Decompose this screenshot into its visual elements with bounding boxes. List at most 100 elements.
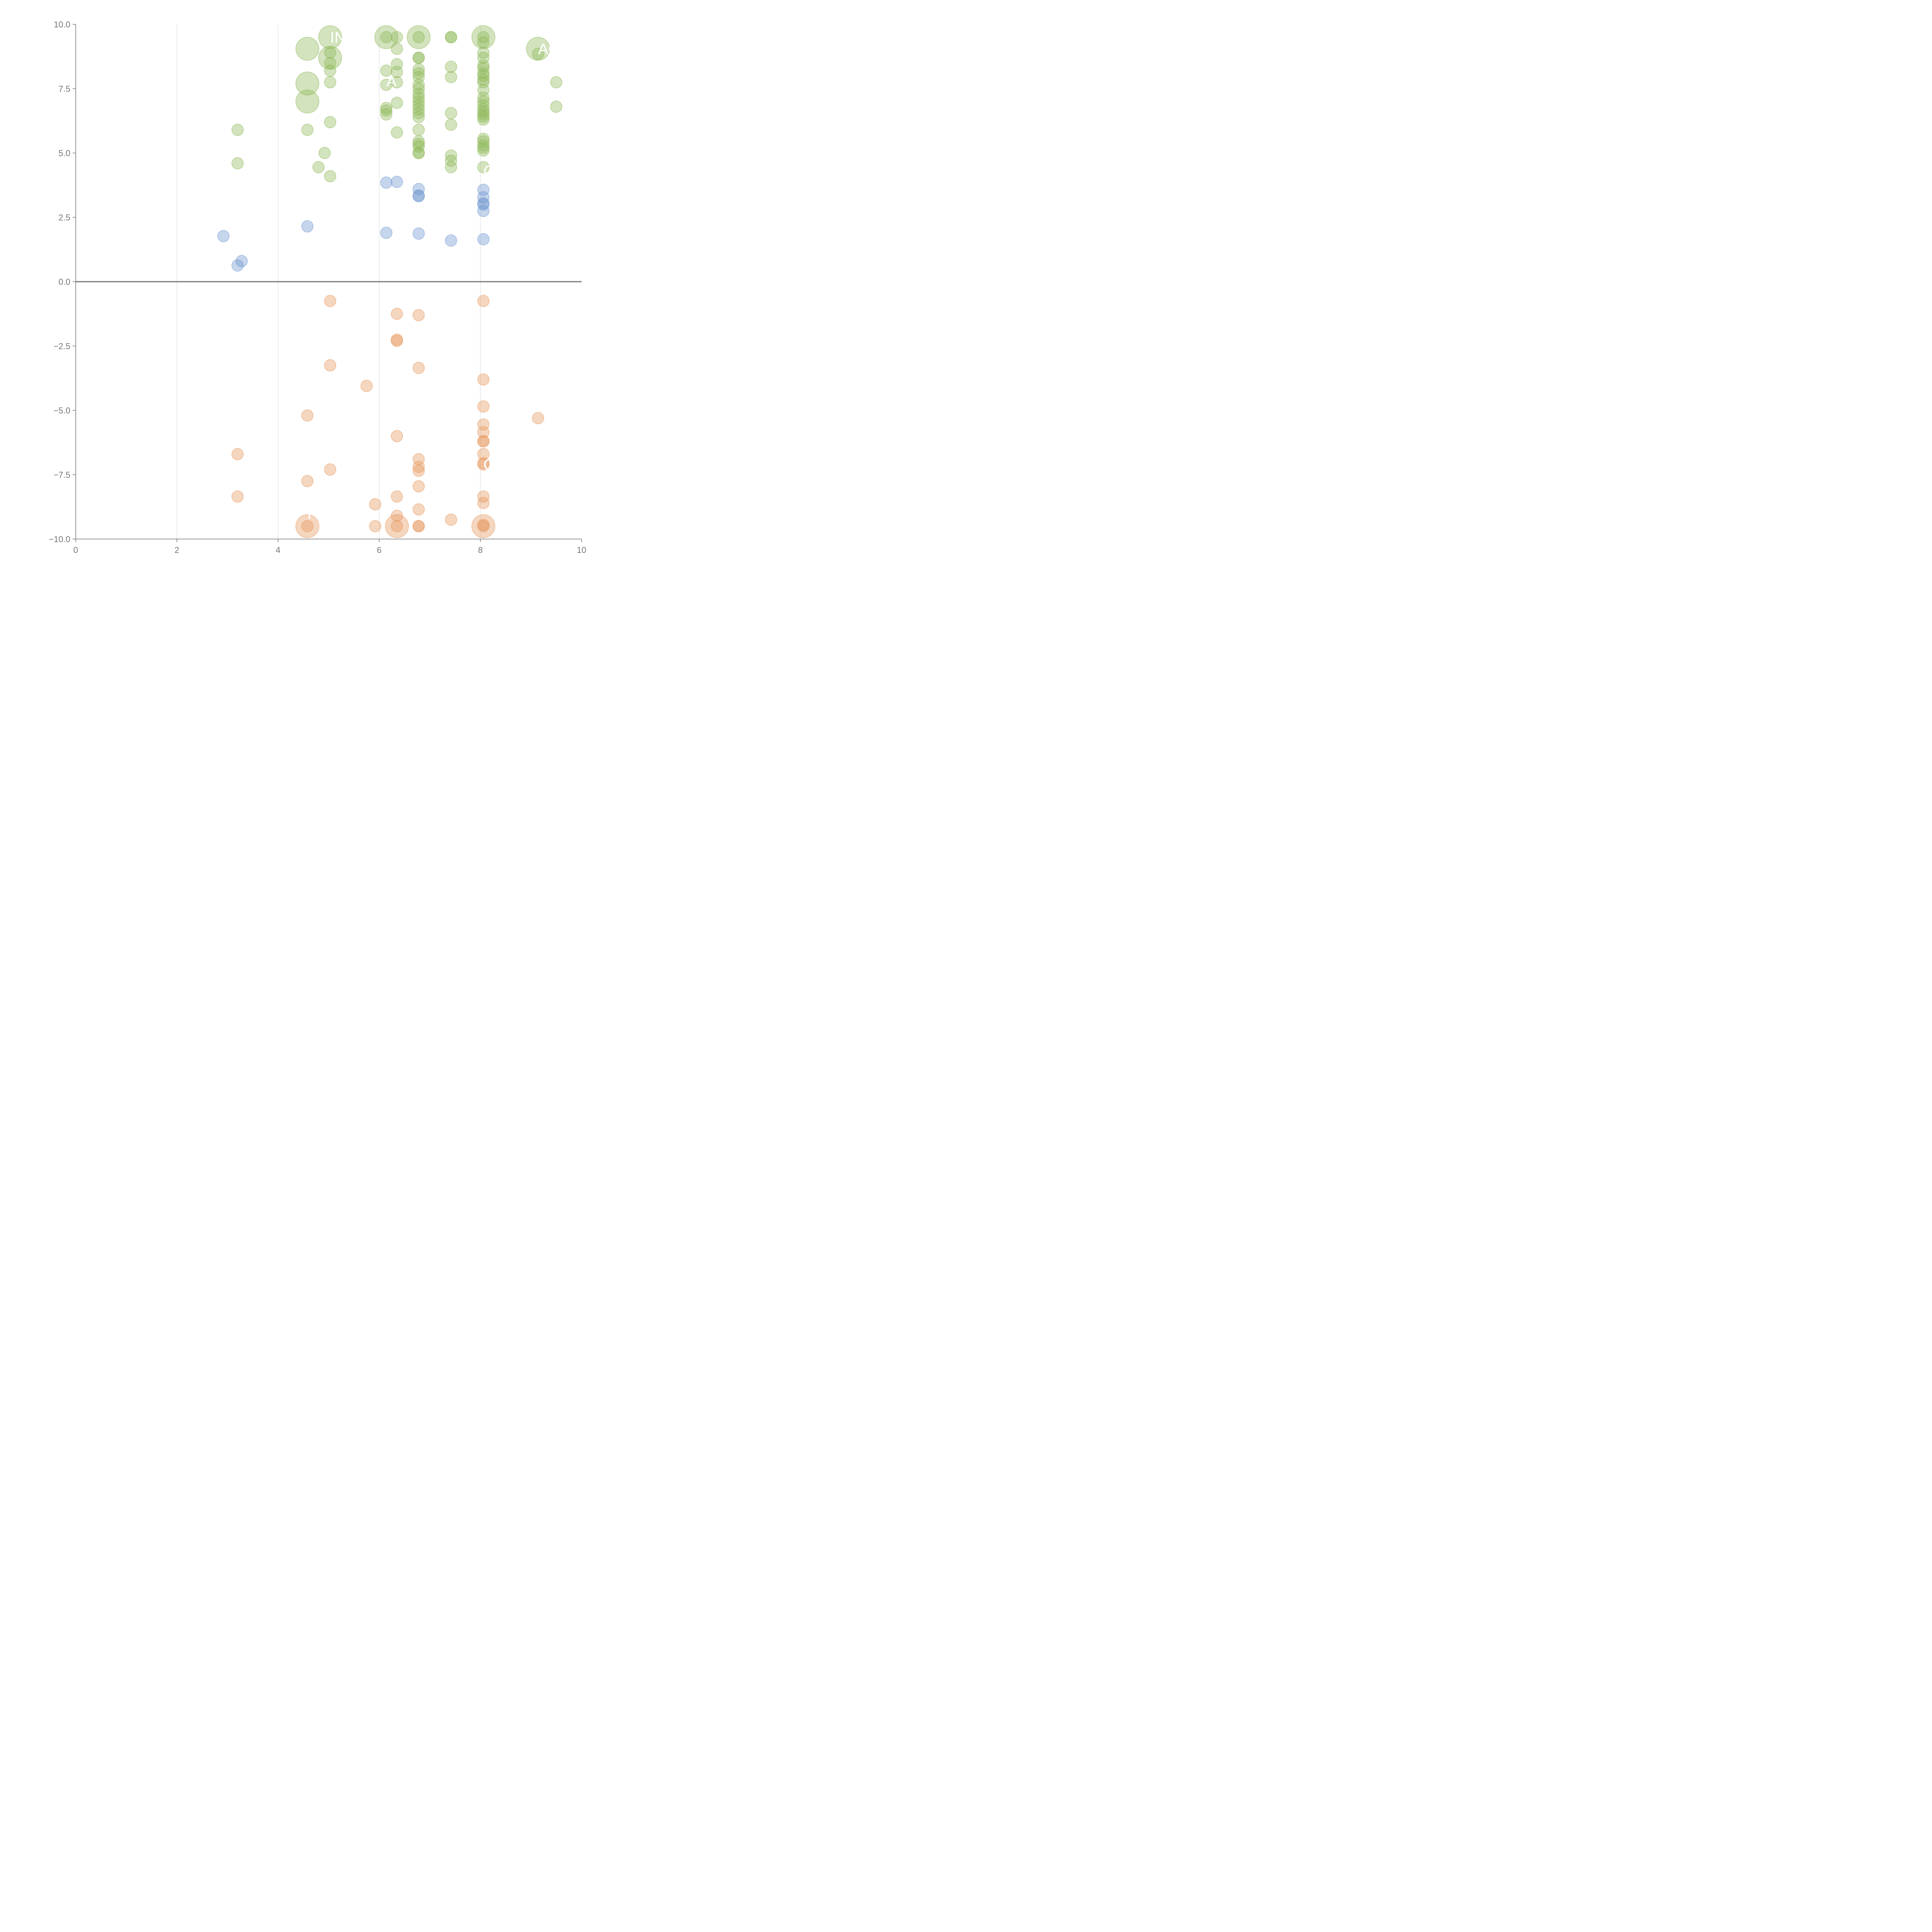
data-point xyxy=(412,31,425,44)
data-point xyxy=(477,139,490,151)
data-point xyxy=(477,184,490,196)
annotations: IN A ACA C C P xyxy=(308,29,570,522)
data-point xyxy=(324,295,337,307)
data-point xyxy=(295,90,320,114)
data-point xyxy=(445,107,457,119)
data-point xyxy=(391,175,403,188)
data-point xyxy=(412,138,425,150)
data-point xyxy=(445,118,457,131)
data-points xyxy=(217,25,563,538)
data-point xyxy=(477,70,490,82)
data-point xyxy=(391,66,403,78)
x-tick-label: 0 xyxy=(73,545,78,555)
x-tick-label: 4 xyxy=(276,545,280,555)
data-point xyxy=(412,107,425,119)
data-point xyxy=(445,61,457,73)
data-point xyxy=(445,155,457,167)
data-point xyxy=(477,519,490,531)
data-point xyxy=(301,124,314,136)
data-point xyxy=(477,113,490,126)
data-point xyxy=(324,170,337,182)
data-point xyxy=(445,31,457,44)
data-point xyxy=(324,76,337,88)
data-point xyxy=(391,430,403,442)
data-point xyxy=(412,82,425,95)
data-point xyxy=(369,498,381,510)
data-point xyxy=(532,48,544,60)
data-point xyxy=(301,520,314,532)
data-point xyxy=(477,435,490,447)
data-point xyxy=(380,102,393,114)
data-point xyxy=(412,227,425,240)
tick-labels: 0 2 4 6 8 10 10.0 7.5 5.0 2.5 0.0 −2.5 −5.0 −7.5 −10.0 xyxy=(49,20,586,555)
data-point xyxy=(380,108,393,121)
data-point xyxy=(412,362,425,374)
data-point xyxy=(477,373,490,386)
y-tick-label: 5.0 xyxy=(58,148,70,158)
data-point xyxy=(301,220,314,233)
data-point xyxy=(412,124,425,136)
data-point xyxy=(412,520,425,532)
data-point xyxy=(217,230,230,242)
data-point xyxy=(477,36,490,49)
data-point xyxy=(445,514,457,526)
annotation-label: C xyxy=(483,163,495,180)
data-point xyxy=(477,161,490,173)
data-point xyxy=(477,31,490,44)
data-point xyxy=(477,400,490,413)
data-point xyxy=(391,126,403,139)
data-point xyxy=(324,65,337,77)
data-point xyxy=(412,461,425,473)
data-point xyxy=(477,426,490,439)
data-point xyxy=(412,111,425,123)
y-tick-label: 7.5 xyxy=(58,84,70,94)
data-point xyxy=(477,135,490,148)
data-point xyxy=(374,25,398,49)
data-point xyxy=(412,480,425,493)
data-point xyxy=(369,520,381,532)
data-point xyxy=(360,379,373,392)
data-point xyxy=(301,409,314,422)
data-point xyxy=(295,37,320,61)
data-point xyxy=(471,514,495,538)
annotation-label: A xyxy=(386,73,397,90)
data-point xyxy=(477,448,490,460)
data-point xyxy=(391,308,403,320)
y-tick-label: 0.0 xyxy=(58,277,70,287)
data-point xyxy=(477,497,490,509)
annotation-label: ACA xyxy=(538,41,570,58)
data-point xyxy=(312,161,325,173)
data-point xyxy=(231,124,244,136)
data-point xyxy=(445,161,457,173)
data-point xyxy=(301,475,314,487)
data-point xyxy=(445,71,457,83)
scatter-chart: IN A ACA C C P 0 2 4 6 8 10 10.0 7.5 5.0 2.5 0.0 −2.5 −5.… xyxy=(49,20,586,555)
data-point xyxy=(231,490,244,503)
data-point xyxy=(477,108,490,121)
data-point xyxy=(412,464,425,477)
data-point xyxy=(391,31,403,44)
data-point xyxy=(318,147,331,159)
data-point xyxy=(412,190,425,202)
data-point xyxy=(550,76,563,88)
data-point xyxy=(391,97,403,109)
data-point xyxy=(324,463,337,476)
annotation-label: IN xyxy=(330,29,345,46)
data-point xyxy=(391,520,403,532)
data-point xyxy=(477,295,490,307)
y-tick-label: −5.0 xyxy=(54,406,70,415)
data-point xyxy=(412,78,425,91)
data-point xyxy=(477,73,490,86)
y-tick-label: 2.5 xyxy=(58,213,70,223)
data-point xyxy=(380,226,393,239)
data-point xyxy=(532,412,544,424)
data-point xyxy=(380,78,393,91)
data-point xyxy=(477,458,490,471)
y-tick-label: −2.5 xyxy=(54,342,70,351)
data-point xyxy=(477,111,490,123)
data-point xyxy=(477,144,490,157)
data-point xyxy=(391,490,403,503)
data-point xyxy=(391,43,403,55)
data-point xyxy=(477,490,490,503)
data-point xyxy=(231,157,244,170)
